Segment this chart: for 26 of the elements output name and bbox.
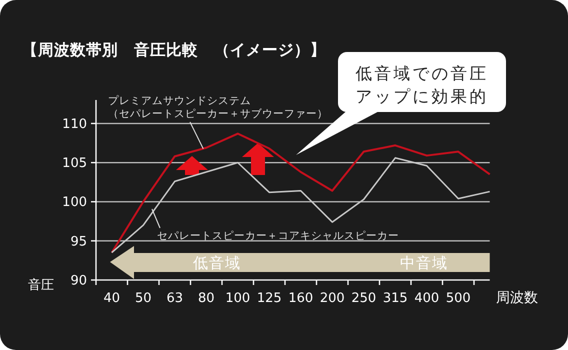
x-tick-label: 250 [351, 291, 376, 306]
chart-title: 【周波数帯別 音圧比較 （イメージ）】 [22, 41, 326, 59]
x-tick-label: 80 [198, 291, 215, 306]
x-tick-label: 200 [320, 291, 345, 306]
annotation: 中音域 [400, 254, 448, 272]
line-series [110, 132, 491, 254]
x-axis-title: 周波数 [496, 290, 538, 306]
x-tick-label: 63 [166, 291, 184, 306]
text: プレミアムサウンドシステム（セパレートスピーカー＋サブウーファー） [108, 94, 328, 120]
x-tick-label: 125 [256, 291, 282, 306]
annotation: 低音域での音圧アップに効果的 [356, 64, 488, 106]
x-tick-label: 400 [414, 291, 440, 306]
y-tick-label: 105 [62, 156, 87, 172]
x-tick-label: 315 [382, 291, 408, 306]
y-axis-title: 音圧 [28, 278, 54, 293]
x-tick-label: 500 [446, 291, 471, 306]
y-tick-label: 90 [70, 274, 87, 288]
series-label: セパレートスピーカー＋コアキシャルスピーカー [157, 230, 399, 242]
annotation: 低音域 [193, 254, 241, 272]
y-tick-label: 110 [62, 116, 87, 132]
x-tick-label: 50 [134, 291, 152, 306]
y-tick-label: 95 [70, 234, 87, 250]
y-tick-label: 100 [62, 195, 87, 210]
x-tick-label: 100 [225, 291, 250, 306]
x-tick-label: 160 [288, 291, 314, 306]
x-tick-label: 40 [103, 291, 120, 306]
